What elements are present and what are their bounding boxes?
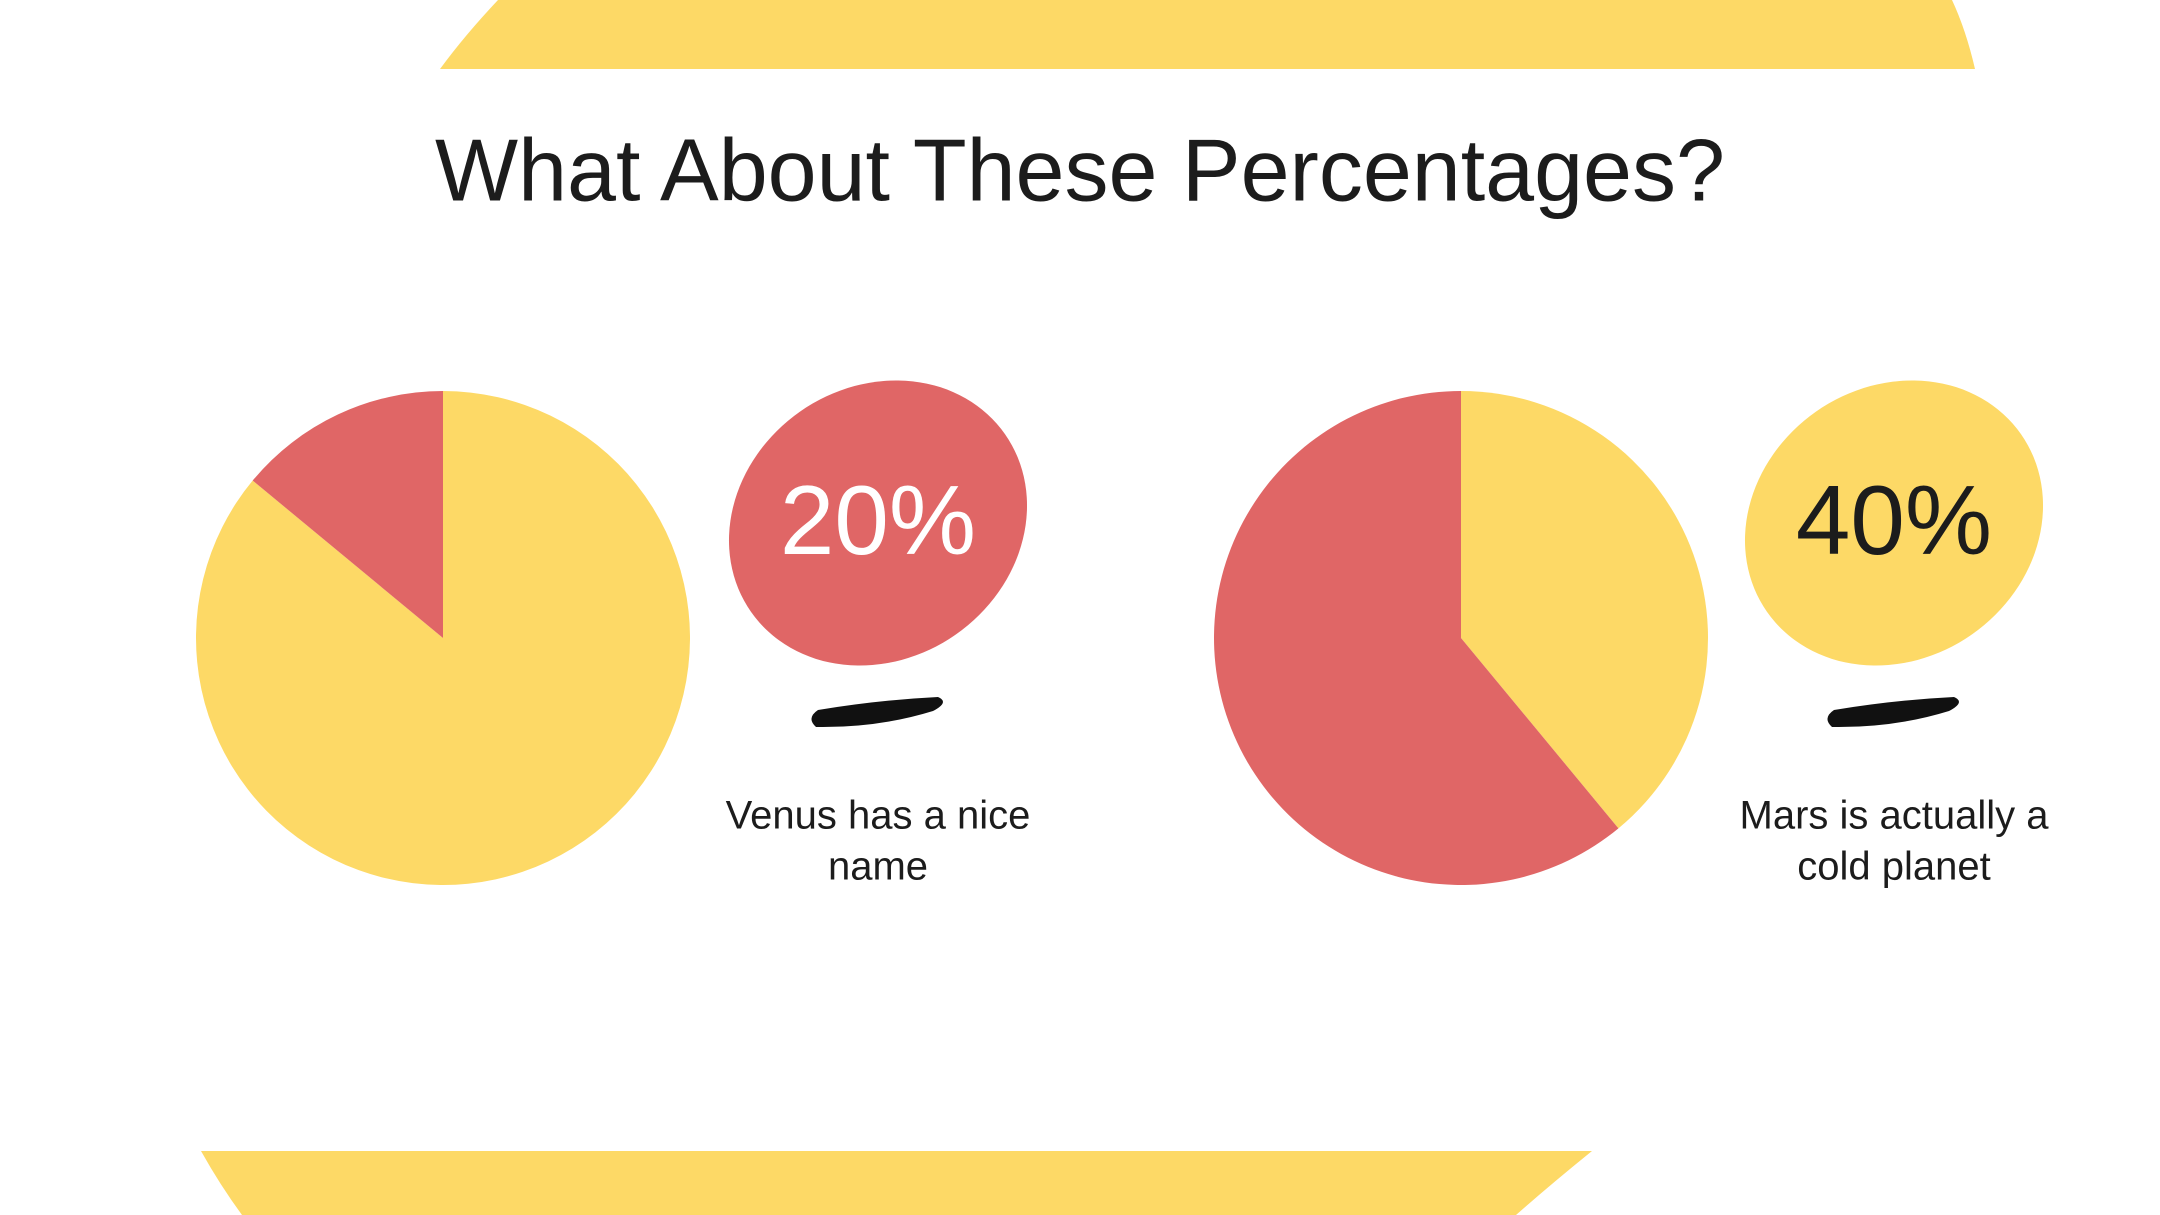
caption: Venus has a nice xyxy=(726,794,1031,838)
brush-stroke xyxy=(811,697,943,728)
callout-bubble xyxy=(1744,380,2044,666)
callout-bubble xyxy=(728,380,1028,666)
caption: cold planet xyxy=(1797,845,1990,889)
pie-slice xyxy=(1214,391,1619,886)
callout-text: 20% xyxy=(780,465,976,575)
pie-slice xyxy=(1461,391,1708,829)
pie-slice xyxy=(252,391,443,638)
brush-stroke xyxy=(1827,697,1959,728)
top-band xyxy=(440,0,1975,69)
callout-text: 40% xyxy=(1796,465,1992,575)
bottom-band xyxy=(201,1151,1592,1215)
slide-title: What About These Percentages? xyxy=(435,120,1725,219)
caption: name xyxy=(828,845,928,889)
caption: Mars is actually a xyxy=(1740,794,2050,838)
